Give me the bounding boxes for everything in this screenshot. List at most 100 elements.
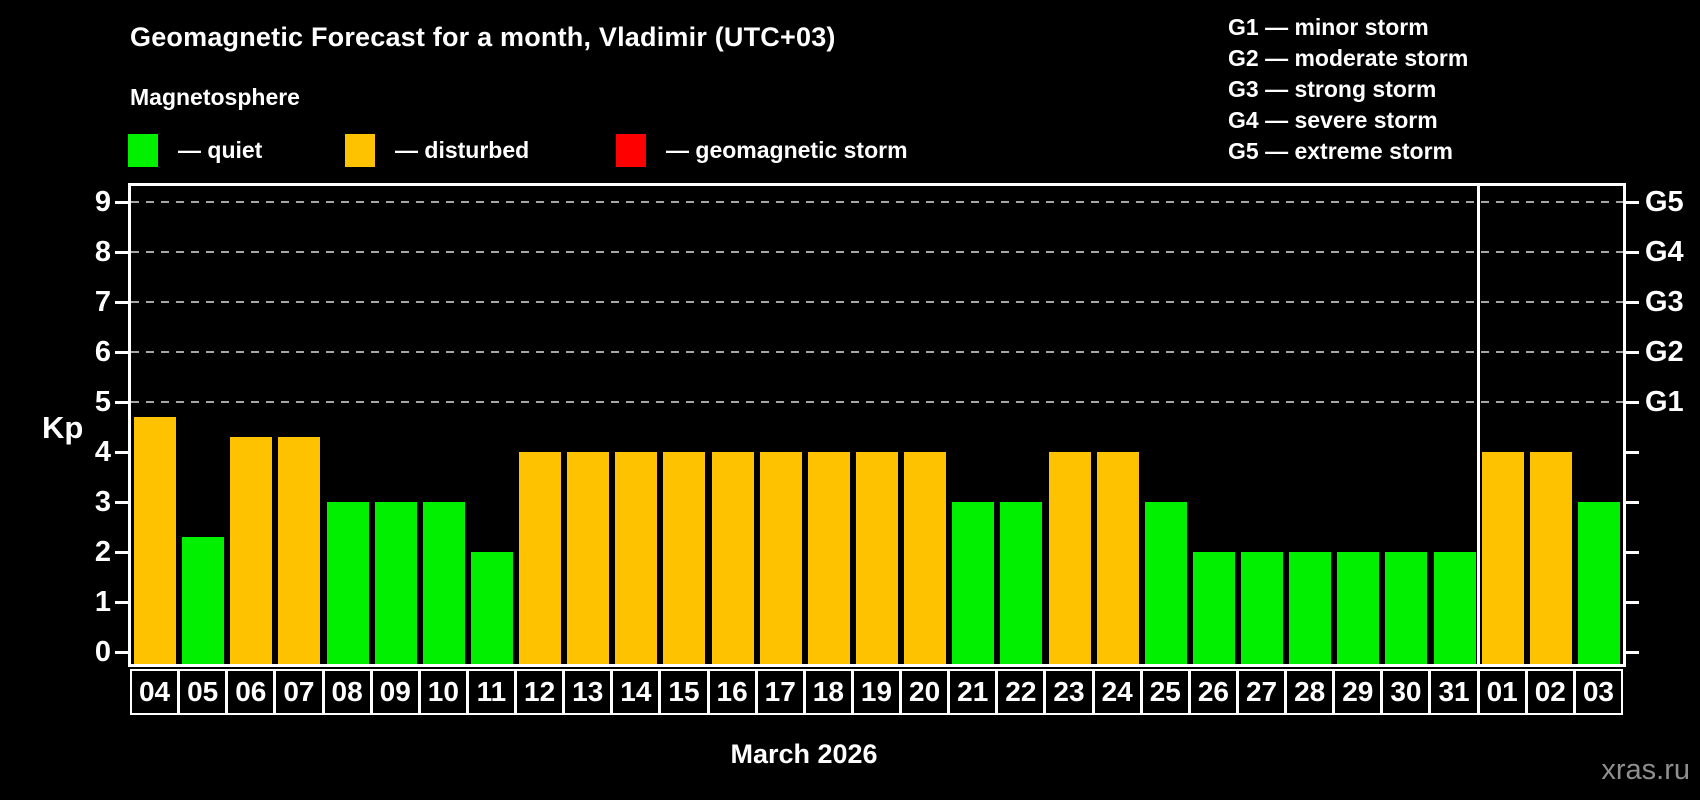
gridline-kp-8 <box>131 251 1623 253</box>
kp-bar-day-09 <box>374 502 417 664</box>
y-tick-left-1 <box>115 600 128 604</box>
kp-bar-day-30 <box>1385 552 1428 664</box>
x-day-label-03: 03 <box>1573 669 1623 715</box>
g-scale-label-G4: G4 <box>1645 236 1684 268</box>
kp-bar-day-27 <box>1241 552 1284 664</box>
x-day-label-09: 09 <box>370 669 420 715</box>
kp-bar-day-29 <box>1337 552 1380 664</box>
g-scale-label-G3: G3 <box>1645 286 1684 318</box>
g-legend-row-G2: G2 — moderate storm <box>1228 45 1469 71</box>
legend-label-disturbed: — disturbed <box>395 137 530 163</box>
kp-bar-day-05 <box>182 537 225 664</box>
legend-item-quiet: — quiet <box>128 134 262 167</box>
kp-bar-day-26 <box>1192 552 1235 664</box>
x-axis-title: March 2026 <box>730 739 878 769</box>
kp-bar-day-12 <box>519 452 562 664</box>
kp-bar-day-11 <box>470 552 513 664</box>
g-scale-legend: G1 — minor storm G2 — moderate storm G3 — … <box>1228 12 1468 167</box>
y-tick-label-4: 4 <box>94 436 111 468</box>
gridline-kp-9 <box>131 201 1623 203</box>
y-tick-right-0 <box>1626 650 1639 654</box>
y-axis-title: Kp <box>42 410 84 445</box>
x-day-label-19: 19 <box>851 669 902 715</box>
kp-bar-day-17 <box>759 452 802 664</box>
chart-subtitle: Magnetosphere <box>130 84 300 110</box>
kp-bar-day-13 <box>567 452 610 664</box>
x-day-label-08: 08 <box>322 669 372 715</box>
kp-bar-day-01 <box>1481 452 1524 664</box>
x-day-label-14: 14 <box>611 669 661 715</box>
x-day-label-22: 22 <box>996 669 1046 715</box>
gridline-kp-5 <box>131 401 1623 403</box>
kp-bar-day-08 <box>326 502 369 664</box>
y-tick-label-0: 0 <box>94 636 111 668</box>
y-tick-right-1 <box>1626 600 1639 604</box>
month-boundary-line <box>1477 186 1481 664</box>
x-day-label-25: 25 <box>1140 669 1190 715</box>
x-day-label-07: 07 <box>274 669 324 715</box>
kp-bar-day-23 <box>1048 452 1091 664</box>
gridline-kp-6 <box>131 351 1623 353</box>
kp-bar-day-21 <box>952 502 995 664</box>
x-day-label-12: 12 <box>515 669 565 715</box>
x-day-label-10: 10 <box>418 669 468 715</box>
y-tick-right-3 <box>1626 500 1639 504</box>
y-tick-right-5 <box>1626 400 1639 404</box>
y-tick-right-6 <box>1626 350 1639 354</box>
x-day-label-21: 21 <box>948 669 998 715</box>
x-day-label-23: 23 <box>1044 669 1094 715</box>
kp-bar-day-16 <box>711 452 754 664</box>
x-day-label-27: 27 <box>1236 669 1287 715</box>
kp-bar-day-10 <box>422 502 465 664</box>
y-tick-left-0 <box>115 650 128 654</box>
y-tick-label-8: 8 <box>94 236 111 268</box>
x-day-label-06: 06 <box>226 669 276 715</box>
y-tick-left-6 <box>115 350 128 354</box>
y-tick-label-6: 6 <box>94 336 111 368</box>
legend-label-storm: — geomagnetic storm <box>666 137 908 163</box>
x-day-label-02: 02 <box>1525 669 1575 715</box>
kp-bar-day-22 <box>1000 502 1043 664</box>
x-day-label-31: 31 <box>1429 669 1479 715</box>
watermark: xras.ru <box>1601 754 1690 786</box>
x-axis-day-labels: 04 05 06 07 08 09 10 11 12 13 14 15 16 17 18 19 20 21 22 23… <box>130 669 1623 715</box>
y-tick-left-4 <box>115 450 128 454</box>
gridline-kp-7 <box>131 301 1623 303</box>
x-day-label-04: 04 <box>130 669 180 715</box>
x-day-label-11: 11 <box>466 669 517 715</box>
y-tick-right-9 <box>1626 200 1639 204</box>
plot-area: 0 1 2 3 4 5 6 7 8 9 G1 G2 G3 G4 G5 <box>95 183 1684 668</box>
x-day-label-17: 17 <box>755 669 805 715</box>
g-legend-row-G3: G3 — strong storm <box>1228 76 1437 102</box>
g-scale-label-G5: G5 <box>1645 186 1684 218</box>
kp-bar-day-02 <box>1529 452 1572 664</box>
x-day-label-20: 20 <box>900 669 950 715</box>
kp-bar-day-20 <box>904 452 947 664</box>
legend-item-disturbed: — disturbed <box>345 134 529 167</box>
x-day-label-24: 24 <box>1092 669 1142 715</box>
legend-swatch-storm <box>616 134 646 167</box>
x-day-label-13: 13 <box>563 669 613 715</box>
g-legend-row-G5: G5 — extreme storm <box>1228 138 1453 164</box>
kp-bar-day-25 <box>1144 502 1187 664</box>
kp-bar-day-14 <box>615 452 658 664</box>
legend-label-quiet: — quiet <box>178 137 263 163</box>
kp-bar-day-18 <box>807 452 850 664</box>
x-day-label-01: 01 <box>1477 669 1527 715</box>
y-tick-left-7 <box>115 300 128 304</box>
x-day-label-18: 18 <box>803 669 853 715</box>
y-tick-label-7: 7 <box>94 286 111 318</box>
kp-bar-day-19 <box>856 452 898 664</box>
g-legend-row-G1: G1 — minor storm <box>1228 14 1429 40</box>
y-tick-right-8 <box>1626 250 1639 254</box>
kp-bar-day-24 <box>1096 452 1139 664</box>
y-tick-label-9: 9 <box>94 186 111 218</box>
y-tick-left-2 <box>115 550 128 554</box>
y-tick-right-4 <box>1626 450 1639 454</box>
y-tick-right-2 <box>1626 550 1639 554</box>
kp-bar-day-06 <box>230 437 273 664</box>
y-tick-label-2: 2 <box>94 536 111 568</box>
kp-bar-day-04 <box>134 417 177 664</box>
y-tick-left-5 <box>115 400 128 404</box>
